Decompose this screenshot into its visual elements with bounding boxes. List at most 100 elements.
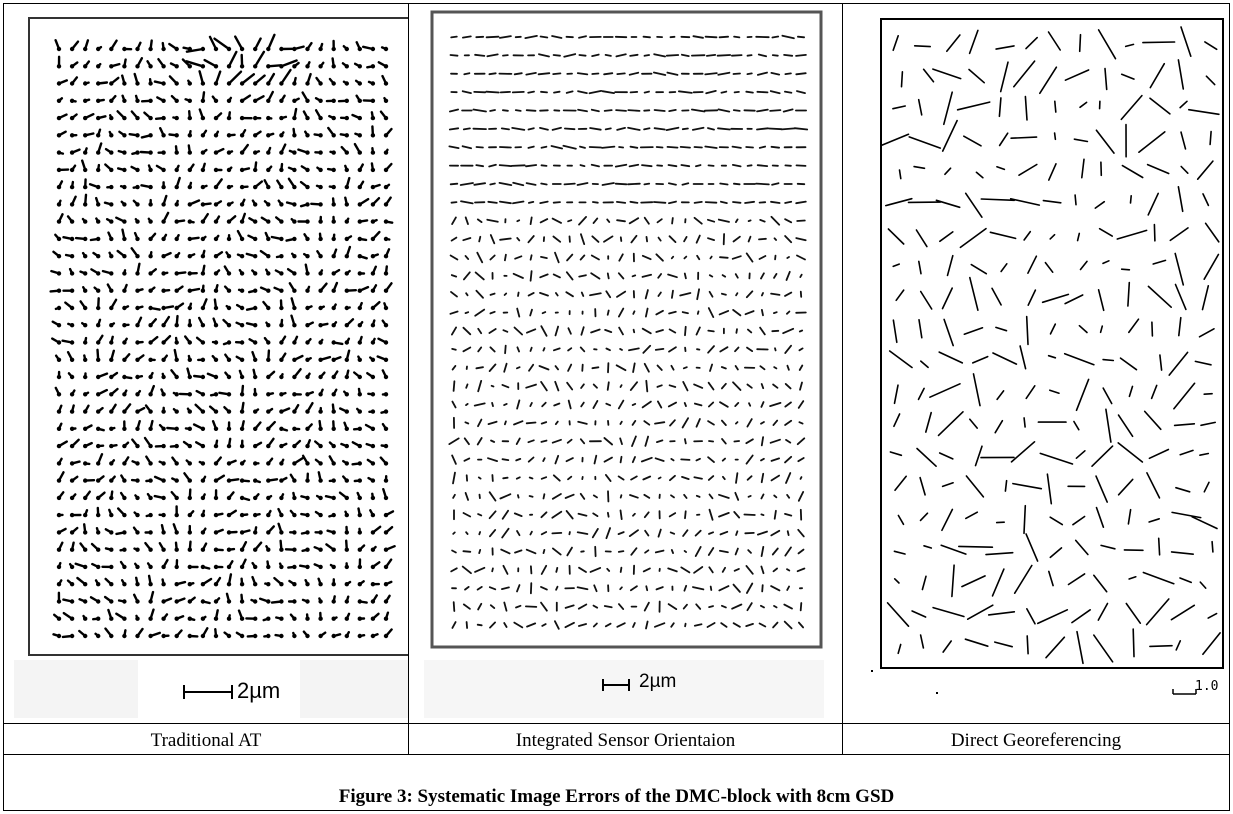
error-vector	[134, 94, 139, 103]
error-vector	[185, 60, 205, 68]
error-vector	[785, 438, 792, 444]
error-vector	[925, 411, 932, 433]
error-vector	[512, 272, 524, 279]
error-vector	[201, 264, 206, 275]
error-vector	[169, 62, 178, 68]
error-vector	[578, 274, 587, 278]
error-vector	[57, 440, 68, 448]
error-vector	[631, 274, 637, 278]
error-vector	[1091, 445, 1114, 468]
error-vector	[773, 272, 778, 279]
error-vector	[227, 201, 234, 206]
error-vector	[1177, 316, 1182, 337]
error-vector	[95, 527, 100, 534]
error-vector	[667, 273, 678, 279]
error-vector	[578, 215, 588, 226]
error-vector	[253, 493, 260, 500]
error-vector	[894, 475, 908, 492]
error-vector	[554, 380, 560, 392]
error-vector	[917, 387, 925, 401]
error-vector	[280, 59, 298, 68]
error-vector	[162, 233, 168, 241]
error-vector	[1127, 281, 1131, 307]
error-vector	[773, 366, 778, 370]
error-vector	[1180, 131, 1187, 150]
error-vector	[477, 418, 483, 428]
error-vector	[331, 57, 335, 68]
error-vector	[539, 218, 549, 224]
error-vector	[452, 531, 456, 535]
error-vector	[140, 99, 152, 103]
error-vector	[464, 421, 470, 425]
error-vector	[695, 234, 701, 244]
error-vector	[709, 585, 713, 591]
error-vector	[786, 364, 790, 371]
error-vector	[606, 309, 610, 316]
error-vector	[475, 146, 484, 149]
error-vector	[201, 542, 208, 551]
error-vector	[358, 219, 369, 223]
error-vector	[462, 127, 471, 131]
error-vector	[451, 216, 457, 226]
error-vector	[371, 319, 376, 327]
error-vector	[786, 493, 791, 499]
error-vector	[290, 297, 296, 310]
error-vector	[351, 462, 361, 466]
error-vector	[188, 199, 201, 206]
error-vector	[222, 318, 231, 327]
error-vector	[654, 457, 665, 462]
error-vector	[314, 96, 322, 103]
error-vector	[783, 90, 793, 94]
error-vector	[487, 457, 498, 463]
error-vector	[591, 53, 600, 57]
error-vector	[462, 512, 472, 518]
error-vector	[619, 236, 623, 242]
error-vector	[287, 177, 296, 189]
error-vector	[525, 548, 537, 555]
error-vector	[1079, 101, 1088, 109]
error-vector	[67, 322, 74, 327]
error-vector	[1149, 644, 1173, 648]
error-vector	[539, 200, 549, 205]
error-vector	[110, 76, 120, 85]
error-vector	[148, 77, 152, 85]
error-vector	[280, 318, 284, 327]
error-vector	[222, 341, 231, 346]
error-vector	[292, 631, 296, 638]
error-vector	[267, 420, 276, 430]
error-vector	[670, 364, 675, 371]
error-vector	[1075, 378, 1090, 412]
error-vector	[340, 442, 348, 448]
error-vector	[175, 302, 185, 310]
error-vector	[718, 493, 730, 499]
error-vector	[170, 94, 178, 103]
error-vector	[70, 541, 75, 551]
error-vector	[562, 144, 577, 150]
error-vector	[277, 199, 283, 206]
error-vector	[292, 127, 296, 137]
error-vector	[617, 399, 625, 410]
error-vector	[1127, 508, 1132, 525]
error-vector	[57, 180, 64, 189]
error-vector	[489, 292, 496, 296]
error-vector	[145, 455, 152, 465]
error-vector	[463, 457, 471, 462]
error-vector	[668, 328, 677, 334]
error-vector	[328, 441, 335, 448]
error-vector	[267, 132, 275, 137]
error-vector	[567, 475, 573, 481]
error-vector	[187, 144, 192, 154]
error-vector	[175, 251, 181, 258]
error-vector	[182, 46, 192, 51]
error-vector	[133, 231, 139, 241]
error-vector	[719, 530, 729, 536]
error-vector	[371, 125, 375, 137]
error-vector	[214, 474, 226, 482]
error-vector	[463, 72, 471, 76]
error-vector	[760, 401, 765, 408]
error-vector	[306, 61, 311, 68]
error-vector	[706, 622, 716, 628]
error-vector	[358, 285, 370, 292]
error-vector	[892, 105, 907, 110]
error-vector	[251, 199, 257, 206]
